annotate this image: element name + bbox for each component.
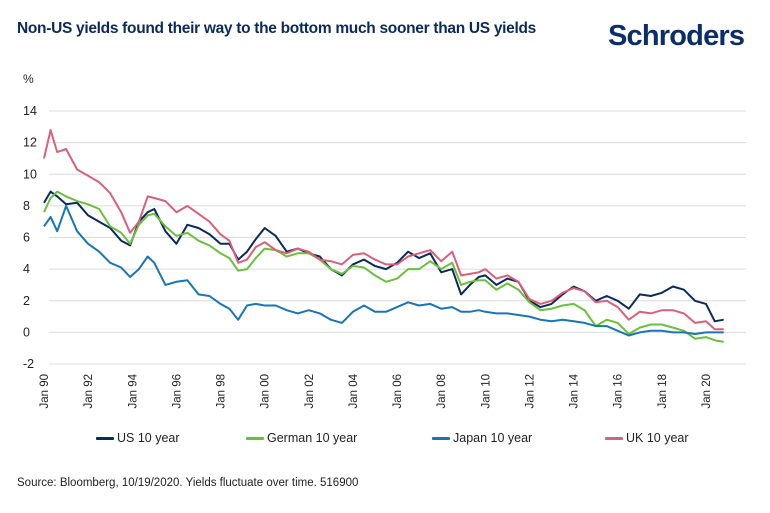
legend-label-uk: UK 10 year [626,431,689,445]
series-line-uk-10-year [43,129,724,331]
y-tick-label: 10 [23,167,37,181]
legend-swatch-us [96,436,114,440]
y-axis-unit-label: % [23,72,34,86]
y-tick-label: 14 [23,104,37,118]
x-tick-label: Jan 90 [39,374,51,409]
x-tick-label: Jan 08 [436,374,448,409]
legend-swatch-german [246,436,264,440]
legend-swatch-japan [432,436,450,440]
series-line-german-10-year [43,190,724,343]
chart-title: Non-US yields found their way to the bot… [17,20,536,37]
y-tick-label: 0 [23,325,30,339]
x-tick-label: Jan 16 [613,374,625,409]
source-note: Source: Bloomberg, 10/19/2020. Yields fl… [17,477,359,489]
legend-item-german: German 10 year [246,431,357,445]
legend-label-us: US 10 year [117,431,180,445]
series-line-japan-10-year [43,204,724,337]
x-tick-label: Jan 94 [127,373,139,408]
gridlines [49,110,746,365]
x-tick-label: Jan 18 [657,374,669,409]
legend-item-us: US 10 year [96,431,180,445]
x-tick-label: Jan 98 [216,374,228,409]
y-tick-label: 6 [23,231,30,245]
x-tick-label: Jan 14 [569,373,581,408]
series-line-us-10-year [43,190,724,323]
series-lines [43,129,724,343]
y-tick-label: 12 [23,136,37,150]
y-tick-label: 2 [23,294,30,308]
y-axis-ticks: -2 0 2 4 6 8 10 12 14 [23,104,37,371]
y-tick-label: 4 [23,262,30,276]
x-tick-label: Jan 04 [348,373,360,408]
x-tick-label: Jan 00 [260,374,272,409]
x-tick-label: Jan 20 [701,374,713,409]
y-tick-label: -2 [23,357,34,371]
y-tick-label: 8 [23,199,30,213]
legend-label-german: German 10 year [267,431,358,445]
legend: US 10 year German 10 year Japan 10 year … [0,431,770,451]
legend-item-japan: Japan 10 year [432,431,532,445]
legend-label-japan: Japan 10 year [453,431,533,445]
x-axis-ticks: Jan 90 Jan 92 Jan 94 Jan 96 Jan 98 Jan 00 Jan … [39,373,713,408]
schroders-logo: Schroders [608,20,745,52]
legend-item-uk: UK 10 year [605,431,689,445]
x-tick-label: Jan 06 [392,374,404,409]
x-tick-label: Jan 12 [524,374,536,409]
x-tick-label: Jan 10 [480,374,492,409]
legend-swatch-uk [605,436,623,440]
x-tick-label: Jan 96 [171,374,183,409]
x-tick-label: Jan 02 [304,374,316,409]
x-tick-label: Jan 92 [83,374,95,409]
